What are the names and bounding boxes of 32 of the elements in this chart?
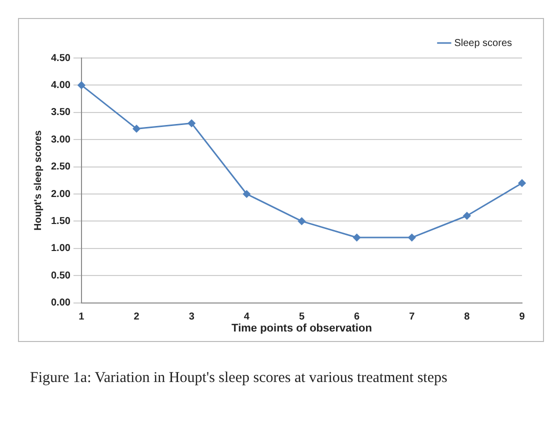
x-tick-label: 6 [354,312,360,323]
y-axis-title: Houpt's sleep scores [32,130,44,230]
y-tick-label: 2.50 [50,162,71,173]
x-tick-label: 3 [188,312,195,323]
point [188,120,196,128]
x-tick-label: 2 [134,312,140,323]
y-tick-label: 2.00 [50,188,71,200]
point [78,81,86,89]
y-tick-label: 4.00 [50,80,71,91]
x-tick-label: 4 [244,312,250,323]
x-tick-label: 9 [519,312,526,323]
x-tick-label: 8 [464,312,470,323]
x-axis-title: Time points of observation [232,322,372,334]
y-tick-label: 4.50 [50,52,71,64]
y-tick-label: 1.50 [50,216,71,227]
y-tick-label: 3.50 [50,107,71,118]
x-tick-label: 7 [409,312,416,323]
point [408,234,416,242]
x-tick-label: 5 [298,312,305,323]
point [132,124,140,132]
point [518,179,526,187]
legend-label: Sleep scores [454,38,512,49]
y-tick-label: 1.00 [50,243,71,254]
y-tick-label: 3.00 [50,134,71,146]
point [353,234,361,242]
point [242,190,250,198]
point [298,217,306,225]
y-tick-label: 0.50 [50,270,71,282]
y-tick-label: 0.00 [50,298,71,309]
point [463,212,471,220]
caption: Figure 1a: Variation in Houpt's sleep scores at various treatment steps [30,369,448,388]
x-tick-label: 1 [78,312,85,323]
